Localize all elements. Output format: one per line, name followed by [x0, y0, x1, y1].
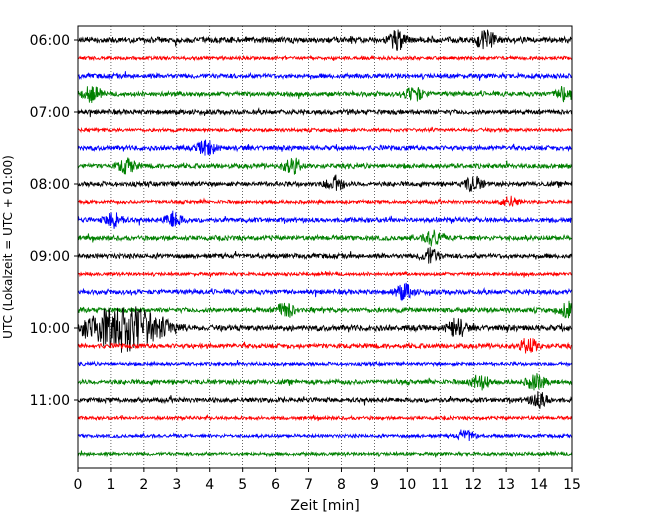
x-tick-label: 6 — [271, 477, 280, 493]
x-tick-label: 10 — [398, 477, 416, 493]
seismic-trace — [77, 338, 573, 354]
y-axis: 06:00 07:00 08:00 09:00 10:00 11:00 — [30, 33, 78, 409]
x-tick-label: 9 — [370, 477, 379, 493]
x-tick-label: 5 — [238, 477, 247, 493]
seismic-trace — [77, 210, 572, 229]
y-tick-label: 07:00 — [30, 105, 70, 121]
seismic-trace — [77, 360, 573, 368]
seismic-trace — [77, 174, 573, 193]
seismic-trace — [77, 54, 573, 62]
x-tick-label: 15 — [563, 477, 581, 493]
seismic-trace — [77, 373, 573, 391]
y-tick-label: 11:00 — [30, 393, 70, 409]
seismic-trace — [78, 126, 573, 134]
x-axis: 0 1 2 3 4 5 6 7 8 9 10 11 12 13 14 15 — [74, 468, 581, 493]
x-tick-label: 1 — [106, 477, 115, 493]
seismic-trace — [77, 106, 573, 118]
x-tick-label: 12 — [464, 477, 482, 493]
x-tick-label: 8 — [337, 477, 346, 493]
x-tick-label: 11 — [431, 477, 449, 493]
seismic-trace — [77, 29, 573, 51]
seismic-trace — [77, 86, 572, 104]
y-axis-label: UTC (Lokalzeit = UTC + 01:00) — [1, 155, 15, 339]
seismic-trace — [77, 195, 573, 207]
seismic-trace — [77, 282, 573, 302]
seismic-trace — [77, 157, 573, 175]
seismic-trace — [77, 139, 573, 156]
seismic-trace — [77, 450, 573, 458]
y-tick-label: 10:00 — [30, 321, 70, 337]
plot-frame — [77, 25, 573, 469]
seismic-trace — [77, 247, 573, 264]
x-tick-label: 2 — [139, 477, 148, 493]
y-tick-label: 08:00 — [30, 177, 70, 193]
seismic-trace — [77, 306, 573, 353]
x-tick-label: 7 — [304, 477, 313, 493]
x-tick-label: 3 — [172, 477, 181, 493]
seismic-trace — [77, 270, 573, 278]
y-tick-label: 06:00 — [30, 33, 70, 49]
seismic-trace — [77, 300, 573, 319]
x-tick-label: 0 — [74, 477, 83, 493]
x-tick-label: 13 — [497, 477, 515, 493]
seismic-trace — [77, 429, 573, 442]
x-tick-label: 4 — [205, 477, 214, 493]
seismic-trace — [77, 391, 573, 409]
x-tick-label: 14 — [530, 477, 548, 493]
trace-group — [77, 29, 573, 458]
seismic-trace — [77, 413, 573, 422]
y-tick-label: 09:00 — [30, 249, 70, 265]
seismic-trace — [77, 71, 573, 81]
x-axis-label: Zeit [min] — [290, 498, 359, 514]
seismic-trace — [77, 229, 573, 247]
